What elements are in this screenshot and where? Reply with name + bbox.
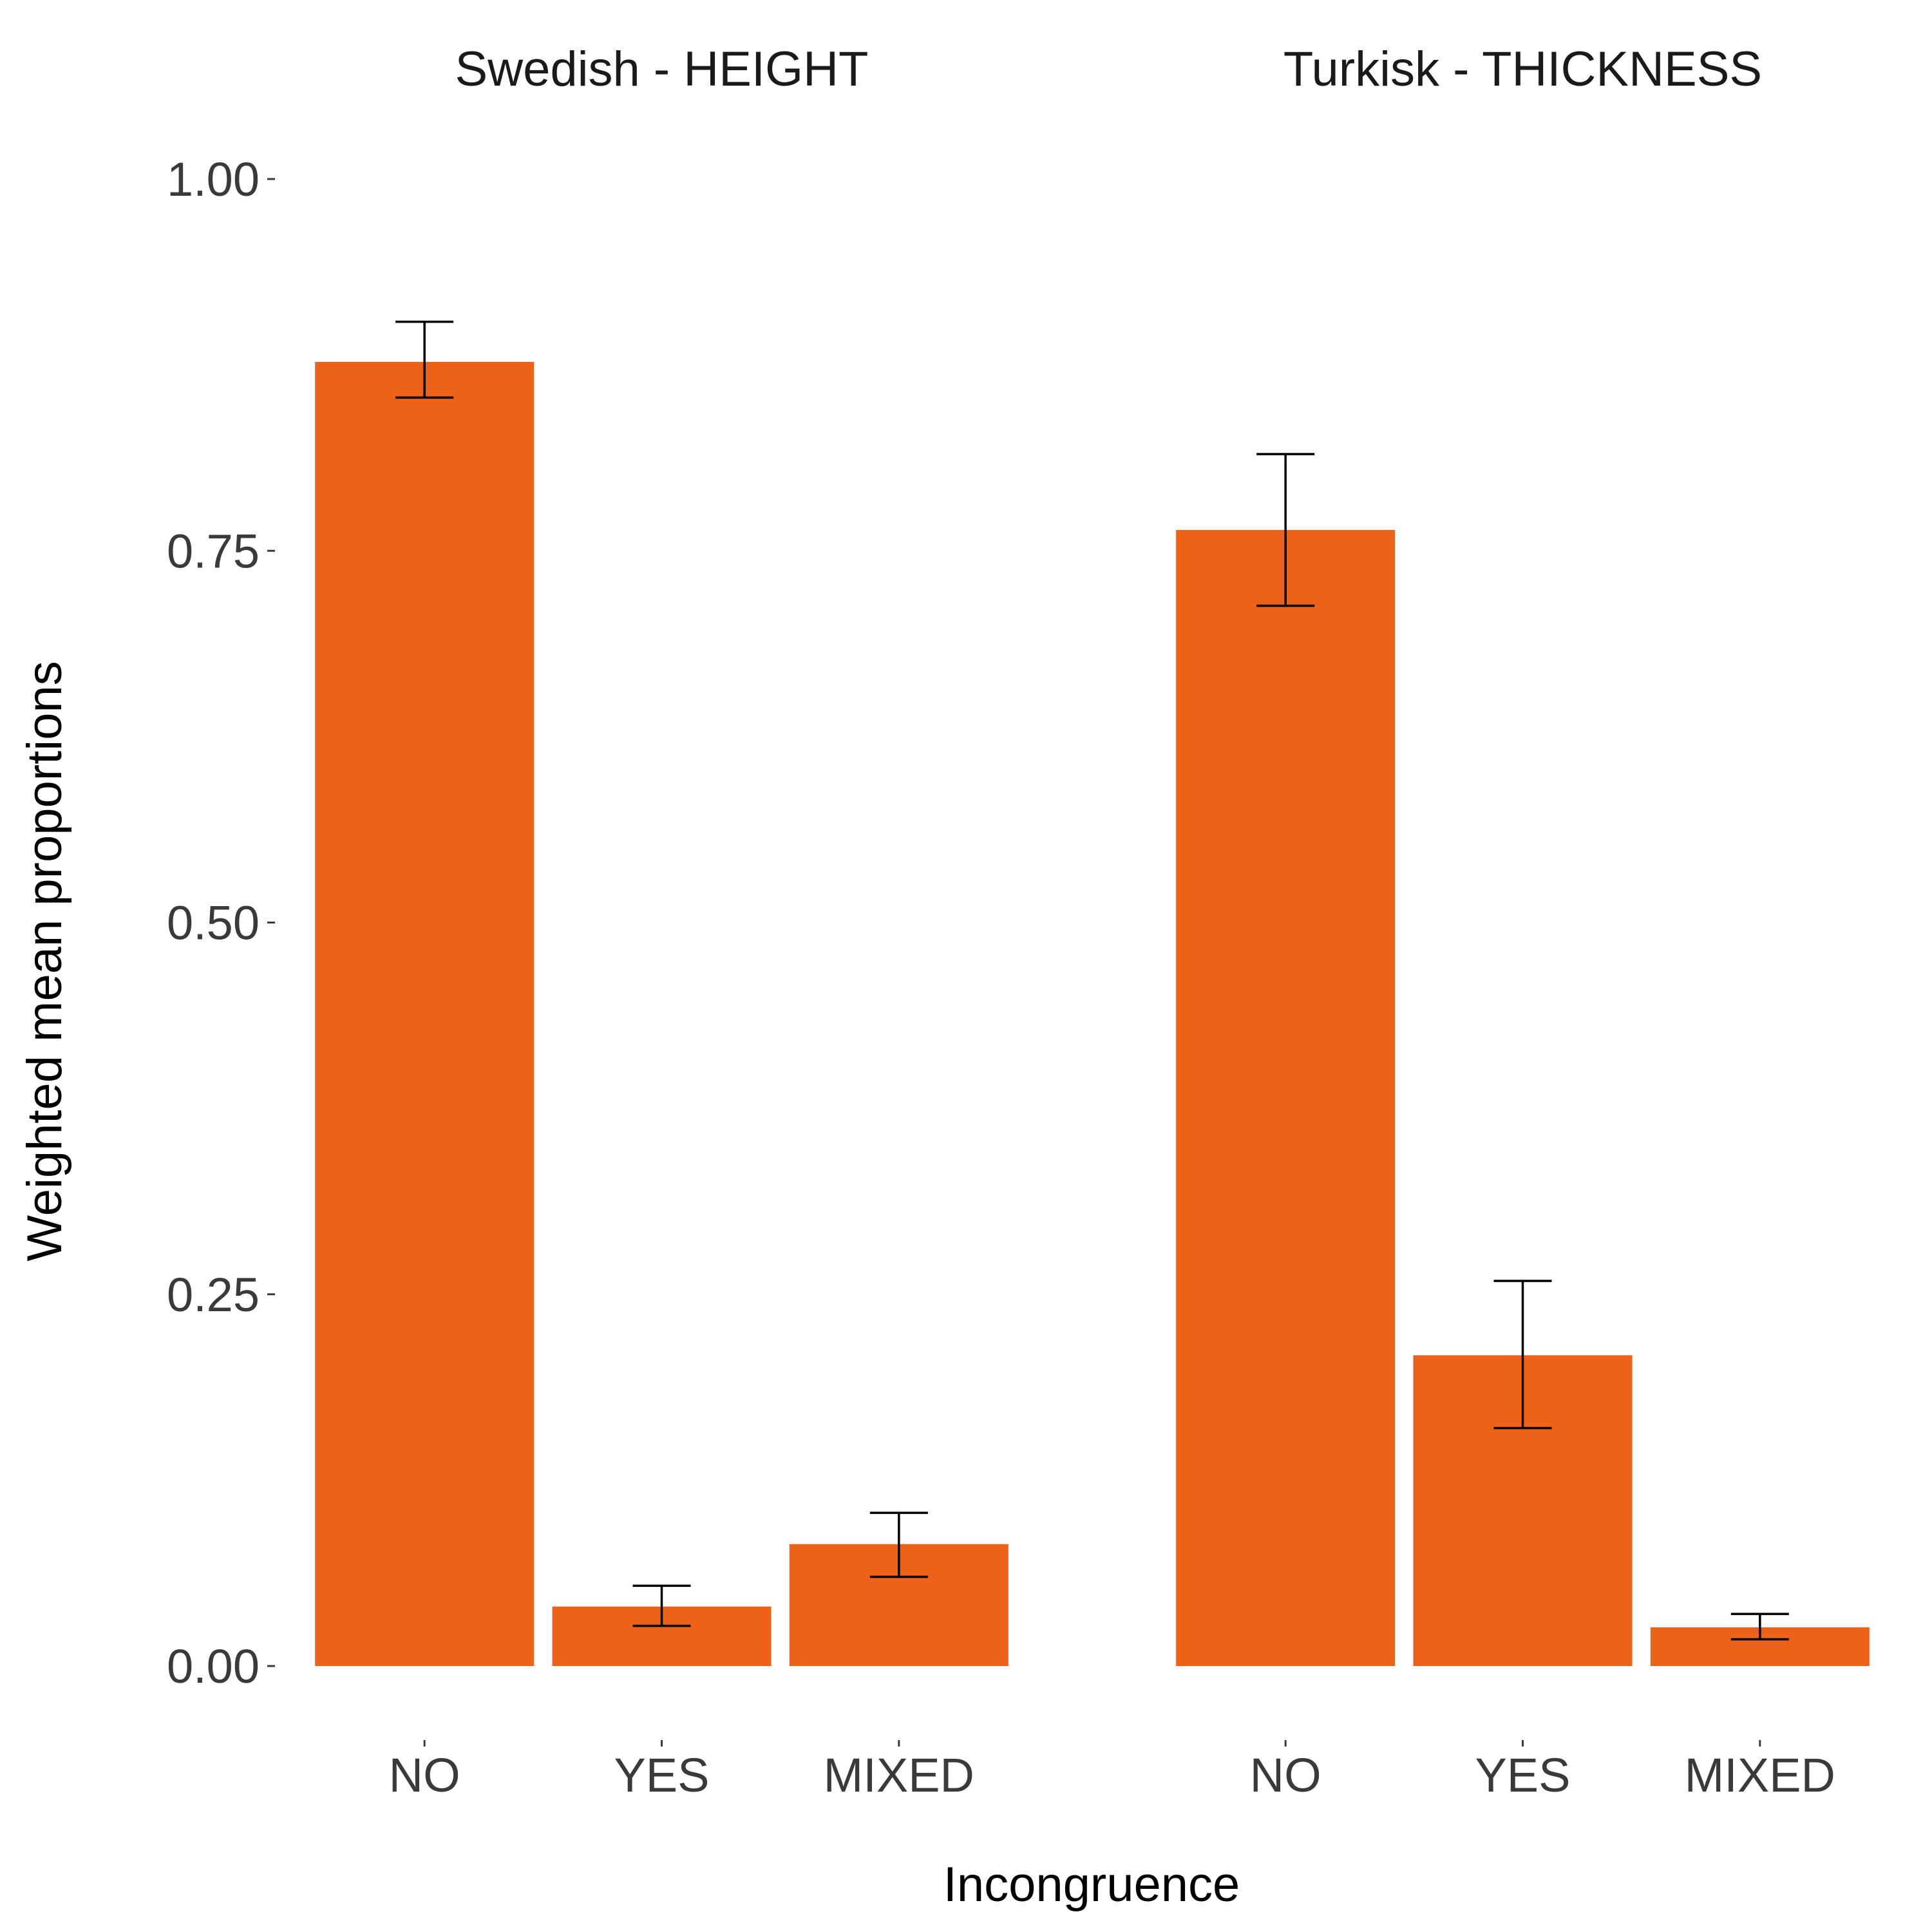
bars [315,362,1870,1666]
bar-turkisk-no [1176,529,1396,1666]
y-tick-label: 0.25 [167,1268,260,1321]
error-bar [632,1584,691,1627]
x-tick-label: MIXED [1685,1748,1835,1802]
x-tick-label: NO [1250,1748,1321,1802]
facet-title-turkisk: Turkisk - THICKNESS [1283,42,1762,97]
error-bars [395,320,1789,1641]
y-axis: 0.00 0.25 0.50 0.75 1.00 [167,153,275,1693]
y-axis-title: Weighted mean proportions [17,661,72,1261]
bar-swedish-no [315,362,535,1666]
x-tick-label: YES [614,1748,709,1802]
x-axis: NO YES MIXED NO YES MIXED [389,1740,1835,1802]
x-tick-label: MIXED [824,1748,974,1802]
y-tick-label: 0.00 [167,1640,260,1693]
x-tick-label: YES [1475,1748,1570,1802]
error-bar [869,1511,928,1578]
facet-title-swedish: Swedish - HEIGHT [455,42,869,97]
y-tick-label: 1.00 [167,153,260,206]
x-tick-label: NO [389,1748,460,1802]
y-tick-label: 0.50 [167,896,260,950]
error-bar [1493,1280,1552,1430]
error-bar [1730,1613,1789,1641]
error-bar [1256,453,1315,607]
facet-titles: Swedish - HEIGHT Turkisk - THICKNESS [455,42,1763,97]
y-tick-label: 0.75 [167,524,260,578]
error-bar [395,320,454,399]
x-axis-title: Incongruence [943,1857,1240,1912]
